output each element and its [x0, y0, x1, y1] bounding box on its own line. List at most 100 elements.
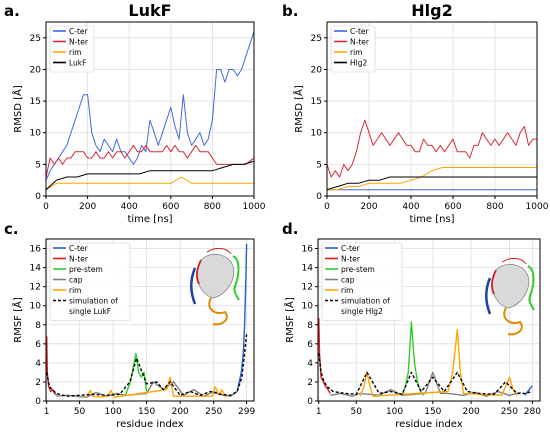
panel-letter: c. — [4, 220, 19, 238]
legend-box — [49, 242, 131, 321]
y-tick-label: 0 — [307, 397, 313, 407]
plot-area — [46, 243, 248, 398]
x-axis-label: residue index — [116, 419, 183, 430]
y-tick-label: 6 — [307, 340, 313, 350]
legend-box — [49, 25, 95, 73]
series-line-rim — [359, 328, 518, 397]
y-tick-label: 12 — [302, 283, 313, 293]
y-tick-label: 4 — [35, 359, 41, 369]
x-tick-label: 50 — [351, 407, 363, 417]
legend-box — [321, 242, 403, 321]
legend-label: pre-stem — [341, 265, 375, 274]
legend-label: rim — [69, 286, 81, 295]
y-tick-label: 15 — [311, 97, 322, 107]
plot-area — [46, 31, 254, 191]
legend-label: single LukF — [69, 307, 111, 316]
panel-a: a. LukF 0 200 400 600 800 1000 0 5 10 15 20 25 time [n… — [4, 1, 266, 225]
series-line-c-ter — [524, 385, 533, 396]
legend-label: simulation of — [69, 297, 118, 306]
x-tick-label: 100 — [105, 407, 122, 417]
x-axis-label: time [ns] — [409, 214, 454, 225]
y-tick-label: 8 — [35, 321, 41, 331]
series-line-rim — [46, 176, 254, 191]
series-line-hlg2 — [327, 176, 537, 191]
panel-b: b. Hlg2 0 200 400 600 800 1000 0 5 10 15 20 25 time [n… — [282, 1, 549, 225]
x-tick-label: 200 — [360, 202, 377, 212]
protein-cter — [485, 277, 492, 315]
series-line-n-ter — [46, 144, 254, 178]
chart-title: LukF — [128, 1, 171, 20]
y-tick-label: 5 — [35, 160, 41, 170]
protein-loop — [501, 257, 527, 265]
plot-area — [318, 318, 533, 397]
y-tick-label: 25 — [311, 34, 322, 44]
y-tick-label: 14 — [30, 264, 42, 274]
protein-nter — [490, 269, 497, 295]
y-tick-label: 0 — [316, 192, 322, 202]
panel-d: d.1 50 100 150 200 250 2800246810121416residue… — [282, 220, 541, 430]
y-tick-label: 4 — [307, 359, 313, 369]
x-tick-label: 250 — [205, 407, 222, 417]
chart-title: Hlg2 — [411, 1, 452, 20]
series-line-n-ter — [327, 119, 537, 178]
y-tick-label: 6 — [35, 340, 41, 350]
panel-c: c.1 50 100 150 200 250 2990246810121416residue… — [4, 220, 255, 430]
x-tick-label: 100 — [386, 407, 403, 417]
y-axis-label: RMSF [Å] — [11, 297, 24, 343]
legend-label: Hlg2 — [350, 59, 367, 68]
legend-label: LukF — [69, 59, 86, 68]
x-tick-label: 1000 — [243, 202, 266, 212]
axes-frame — [326, 21, 538, 197]
y-axis-label: RMSF [Å] — [283, 297, 296, 343]
x-tick-label: 200 — [463, 407, 480, 417]
series-line-n-ter — [46, 336, 58, 396]
y-axis-label: RMSD [Å] — [11, 85, 24, 133]
x-tick-label: 200 — [79, 202, 96, 212]
y-tick-label: 10 — [302, 302, 314, 312]
legend-label: single Hlg2 — [341, 307, 383, 316]
x-tick-label: 150 — [424, 407, 441, 417]
series-line-c-ter — [236, 243, 248, 392]
x-tick-label: 1000 — [526, 202, 549, 212]
x-tick-label: 400 — [402, 202, 419, 212]
x-tick-label: 280 — [524, 407, 541, 417]
legend-label: C-ter — [69, 244, 88, 253]
y-tick-label: 10 — [30, 129, 42, 139]
protein-rim — [503, 307, 523, 336]
series-line-rim — [327, 167, 537, 191]
axes-frame — [317, 238, 541, 402]
y-tick-label: 10 — [30, 302, 42, 312]
y-tick-label: 14 — [302, 264, 314, 274]
series-line-pre-stem — [401, 321, 425, 396]
protein-nter — [195, 259, 202, 285]
panel-letter: d. — [282, 220, 298, 238]
y-tick-label: 16 — [30, 245, 42, 255]
hlg2-structure-illustration — [485, 257, 535, 336]
x-tick-label: 1 — [316, 407, 322, 417]
legend-label: cap — [341, 276, 355, 285]
legend-label: cap — [69, 276, 83, 285]
y-tick-label: 2 — [307, 378, 313, 388]
legend-box — [330, 25, 376, 73]
series-line-simulation-of-single-hlg2 — [318, 353, 533, 395]
axes-frame — [45, 238, 255, 402]
legend-label: rim — [69, 48, 81, 57]
y-axis-label: RMSD [Å] — [292, 85, 305, 133]
lukf-structure-illustration — [190, 247, 240, 326]
y-tick-label: 8 — [307, 321, 313, 331]
x-tick-label: 1 — [44, 407, 50, 417]
protein-loop — [206, 247, 232, 255]
x-tick-label: 400 — [121, 202, 138, 212]
y-tick-label: 0 — [35, 397, 41, 407]
legend-label: N-ter — [341, 255, 361, 264]
legend-label: N-ter — [350, 38, 370, 47]
protein-prestem — [527, 265, 535, 311]
legend-label: N-ter — [69, 255, 89, 264]
legend-label: C-ter — [350, 27, 369, 36]
plot-area — [327, 119, 537, 191]
